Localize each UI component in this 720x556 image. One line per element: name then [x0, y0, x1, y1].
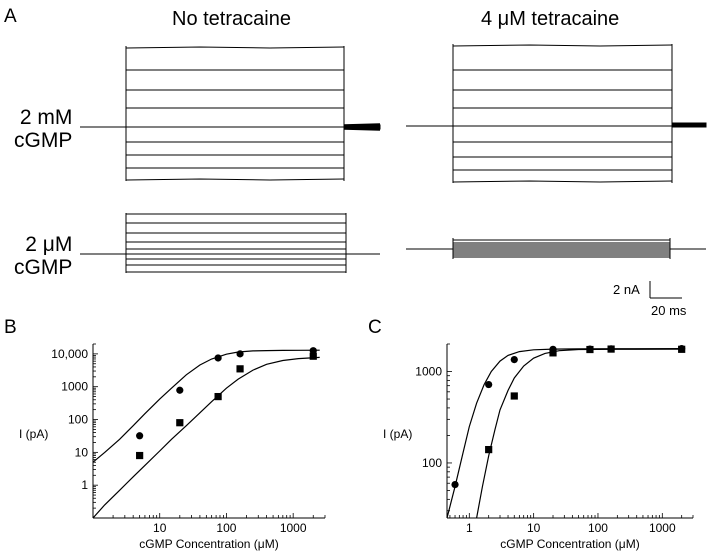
panel-b-letter: B	[4, 317, 17, 338]
scale-bar-current-label: 2 nA	[613, 282, 640, 297]
y-tick-label: 1000	[415, 365, 442, 379]
y-tick-label: 1	[81, 478, 88, 492]
trace-2mm-4um-tetracaine	[406, 44, 707, 183]
data-point-circle	[176, 386, 184, 394]
x-axis-label: cGMP Concentration (μM)	[500, 537, 639, 551]
data-point-square	[510, 392, 518, 400]
y-axis-label: I (pA)	[383, 427, 412, 441]
x-tick-label: 10	[527, 521, 541, 535]
row-label-2mm-line2: cGMP	[14, 129, 73, 152]
data-point-circle	[236, 350, 244, 358]
data-point-circle	[214, 354, 222, 362]
trace-2um-4um-tetracaine	[406, 238, 706, 259]
x-tick-label: 100	[216, 521, 236, 535]
data-point-square	[309, 352, 317, 360]
data-point-square	[236, 365, 244, 373]
fit-curve-circle	[446, 348, 682, 519]
data-point-circle	[485, 380, 493, 389]
scale-bar	[649, 281, 682, 299]
row-label-2mm-cgmp: 2 mM cGMP	[14, 106, 72, 152]
scale-bar-time-label: 20 ms	[651, 303, 687, 318]
panel-c-letter: C	[368, 317, 382, 338]
data-point-circle	[451, 480, 459, 489]
row-label-2um-cgmp: 2 μM cGMP	[14, 233, 72, 279]
fit-curve-square	[92, 356, 320, 519]
row-label-2um-line2: cGMP	[14, 256, 73, 279]
data-point-square	[586, 345, 594, 354]
data-point-circle	[510, 356, 518, 364]
y-tick-label: 10	[75, 445, 89, 459]
trace-2um-no-tetracaine	[80, 213, 380, 273]
fit-curve-circle	[92, 349, 320, 463]
data-point-square	[136, 451, 144, 460]
fit-curve-square	[476, 348, 682, 519]
y-tick-label: 100	[422, 456, 442, 470]
y-axis-label: I (pA)	[19, 427, 48, 441]
data-point-square	[176, 419, 184, 427]
y-tick-label: 100	[68, 413, 88, 427]
panel-a-letter: A	[4, 6, 17, 27]
data-point-square	[214, 392, 222, 401]
data-point-circle	[136, 432, 144, 440]
x-tick-label: 1000	[280, 521, 307, 535]
x-tick-label: 1000	[649, 521, 676, 535]
column-title-no-tetracaine: No tetracaine	[172, 8, 291, 30]
row-label-2um-line1: 2 μM	[25, 233, 73, 256]
y-tick-label: 10,000	[51, 347, 88, 361]
row-label-2mm-line1: 2 mM	[19, 106, 73, 129]
data-point-circle	[309, 347, 317, 355]
x-tick-label: 10	[153, 521, 167, 535]
data-point-square	[678, 345, 686, 353]
trace-2mm-no-tetracaine	[80, 46, 381, 181]
data-point-square	[607, 345, 615, 353]
column-title-4um-tetracaine: 4 μM tetracaine	[481, 8, 620, 30]
x-tick-label: 100	[588, 521, 608, 535]
x-axis-label: cGMP Concentration (μM)	[139, 537, 278, 551]
data-point-square	[549, 349, 557, 357]
data-point-square	[485, 445, 493, 454]
y-tick-label: 1000	[61, 380, 88, 394]
x-tick-label: 1	[466, 521, 473, 535]
